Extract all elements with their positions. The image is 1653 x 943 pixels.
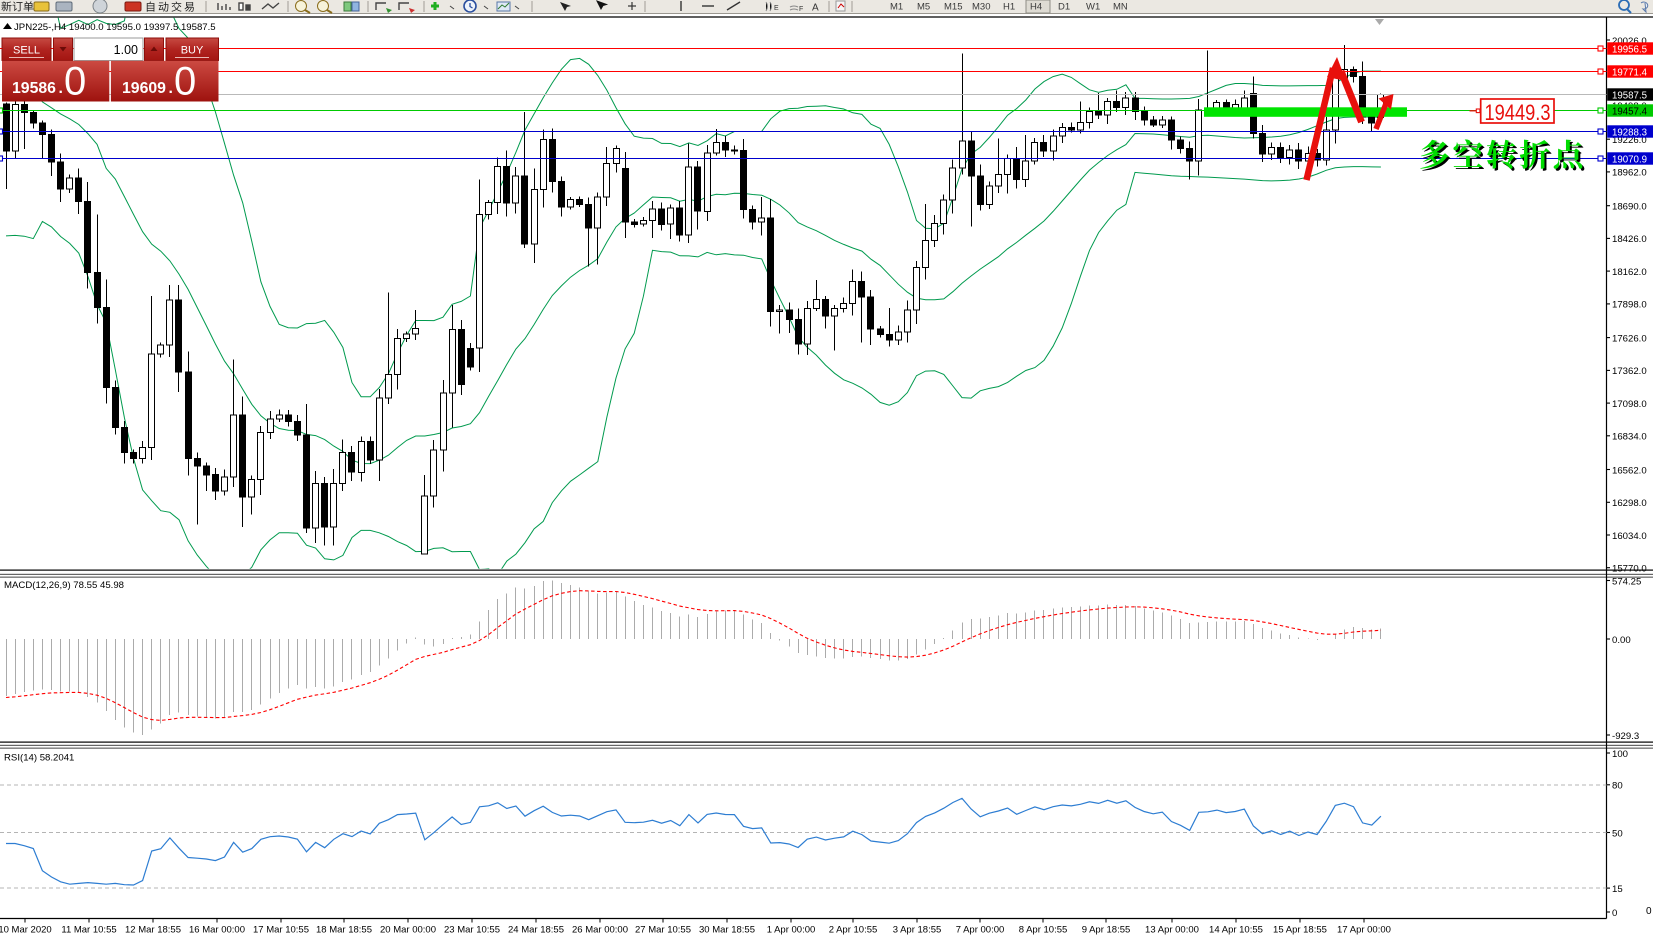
svg-text:17098.0: 17098.0: [1612, 399, 1647, 410]
svg-text:16562.0: 16562.0: [1612, 465, 1647, 476]
svg-text:16298.0: 16298.0: [1612, 498, 1647, 509]
svg-text:A: A: [812, 3, 819, 14]
svg-text:M30: M30: [972, 2, 990, 13]
svg-text:19226.0: 19226.0: [1612, 135, 1647, 146]
svg-text:80: 80: [1612, 781, 1623, 792]
svg-text:17626.0: 17626.0: [1612, 333, 1647, 344]
svg-text:M15: M15: [944, 2, 962, 13]
svg-text:19070.9: 19070.9: [1612, 154, 1647, 165]
svg-text:13 Apr 00:00: 13 Apr 00:00: [1145, 925, 1199, 936]
svg-text:0: 0: [64, 60, 86, 104]
svg-text:0: 0: [174, 60, 196, 104]
svg-text:18162.0: 18162.0: [1612, 267, 1647, 278]
svg-text:1.00: 1.00: [114, 43, 138, 57]
svg-text:20026.0: 20026.0: [1612, 36, 1647, 47]
svg-text:19586: 19586: [12, 80, 56, 97]
svg-text:15 Apr 18:55: 15 Apr 18:55: [1273, 925, 1327, 936]
svg-text:M5: M5: [917, 2, 930, 13]
svg-text:17 Mar 10:55: 17 Mar 10:55: [253, 925, 309, 936]
svg-text:17362.0: 17362.0: [1612, 366, 1647, 377]
svg-text:9 Apr 18:55: 9 Apr 18:55: [1082, 925, 1131, 936]
svg-text:18690.0: 18690.0: [1612, 202, 1647, 213]
svg-text:F: F: [799, 6, 803, 13]
svg-text:16 Mar 00:00: 16 Mar 00:00: [189, 925, 245, 936]
svg-text:D1: D1: [1058, 2, 1070, 13]
svg-text:RSI(14) 58.2041: RSI(14) 58.2041: [4, 753, 74, 764]
svg-text:MACD(12,26,9) 78.55 45.98: MACD(12,26,9) 78.55 45.98: [4, 580, 124, 591]
svg-text:20 Mar 00:00: 20 Mar 00:00: [380, 925, 436, 936]
svg-text:8 Apr 10:55: 8 Apr 10:55: [1019, 925, 1068, 936]
svg-text:11 Mar 10:55: 11 Mar 10:55: [61, 925, 116, 936]
svg-text:14 Apr 10:55: 14 Apr 10:55: [1209, 925, 1263, 936]
svg-text:574.25: 574.25: [1612, 576, 1641, 587]
svg-text:23 Mar 10:55: 23 Mar 10:55: [444, 925, 500, 936]
svg-text:2 Apr 10:55: 2 Apr 10:55: [829, 925, 878, 936]
svg-text:BUY: BUY: [181, 45, 204, 57]
svg-text:19609: 19609: [122, 80, 166, 97]
svg-text:-929.3: -929.3: [1612, 731, 1639, 742]
svg-text:19956.5: 19956.5: [1612, 44, 1647, 55]
svg-text:15: 15: [1612, 884, 1623, 895]
svg-text:0: 0: [1612, 908, 1617, 919]
svg-text:M1: M1: [890, 2, 903, 13]
svg-text:.: .: [169, 80, 173, 97]
svg-text:SELL: SELL: [13, 45, 40, 57]
svg-text:7 Apr 00:00: 7 Apr 00:00: [956, 925, 1005, 936]
svg-text:H1: H1: [1003, 2, 1015, 13]
svg-text:50: 50: [1612, 828, 1623, 839]
svg-text:16834.0: 16834.0: [1612, 432, 1647, 443]
svg-text:1 Apr 00:00: 1 Apr 00:00: [767, 925, 816, 936]
svg-text:18 Mar 18:55: 18 Mar 18:55: [316, 925, 372, 936]
svg-text:19771.4: 19771.4: [1612, 67, 1648, 78]
svg-text:17898.0: 17898.0: [1612, 300, 1647, 311]
svg-text:0: 0: [1646, 906, 1652, 917]
svg-text:E: E: [774, 5, 779, 12]
svg-text:19587.5: 19587.5: [1612, 90, 1647, 101]
svg-text:16034.0: 16034.0: [1612, 531, 1647, 542]
svg-text:30 Mar 18:55: 30 Mar 18:55: [699, 925, 755, 936]
svg-text:26 Mar 00:00: 26 Mar 00:00: [572, 925, 628, 936]
svg-text:18426.0: 18426.0: [1612, 234, 1647, 245]
svg-text:10 Mar 2020: 10 Mar 2020: [0, 925, 52, 936]
svg-text:19457.4: 19457.4: [1612, 106, 1648, 117]
svg-text:.: .: [59, 80, 63, 97]
svg-text:W1: W1: [1086, 2, 1100, 13]
svg-text:100: 100: [1612, 749, 1628, 760]
svg-text:0.00: 0.00: [1612, 635, 1631, 646]
svg-text:24 Mar 18:55: 24 Mar 18:55: [508, 925, 564, 936]
svg-text:27 Mar 10:55: 27 Mar 10:55: [635, 925, 691, 936]
svg-text:H4: H4: [1030, 2, 1042, 13]
svg-text:17 Apr 00:00: 17 Apr 00:00: [1337, 925, 1391, 936]
svg-text:19288.3: 19288.3: [1612, 127, 1647, 138]
svg-text:JPN225-,H4 19400.0 19595.0 19: JPN225-,H4 19400.0 19595.0 19397.5 19587…: [14, 22, 216, 33]
svg-text:3 Apr 18:55: 3 Apr 18:55: [893, 925, 942, 936]
svg-text:18962.0: 18962.0: [1612, 168, 1647, 179]
svg-text:15770.0: 15770.0: [1612, 564, 1647, 575]
svg-text:19449.3: 19449.3: [1485, 100, 1551, 125]
svg-text:MN: MN: [1113, 2, 1128, 13]
svg-text:12 Mar 18:55: 12 Mar 18:55: [125, 925, 181, 936]
